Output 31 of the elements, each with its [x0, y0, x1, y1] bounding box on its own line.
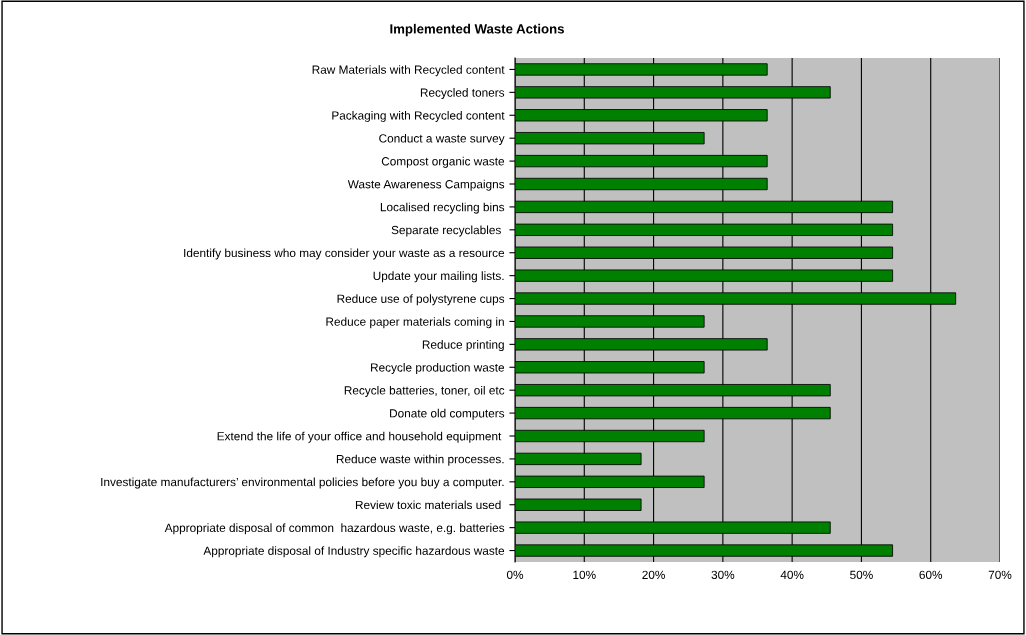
y-tick-label: Packaging with Recycled content: [332, 111, 505, 122]
x-tick-label: 10%: [573, 570, 596, 579]
y-tick-label: Reduce use of polystyrene cups: [337, 294, 505, 306]
y-tick-label: Appropriate disposal of Industry specific hazardous waste: [203, 546, 505, 558]
x-tick-label: 0%: [506, 570, 524, 579]
y-tick-label: Update your mailing lists.: [373, 271, 504, 283]
y-tick-label: Reduce printing: [422, 340, 504, 352]
y-tick-label: Localised recycling bins: [380, 202, 505, 214]
y-tick-label: Reduce waste within processes.: [336, 454, 504, 466]
y-tick-label: Appropriate disposal of common hazardous waste, e.g. batteries: [164, 523, 505, 535]
y-tick-label: Reduce paper materials coming in: [326, 317, 504, 329]
x-tick-label: 30%: [711, 570, 735, 579]
y-tick-label: Recycled toners: [420, 88, 505, 100]
y-tick-label: Extend the life of your office and household equipment: [217, 431, 502, 443]
x-tick-label: 20%: [642, 570, 665, 579]
y-tick-label: Separate recyclables: [391, 225, 501, 237]
y-tick-label: Review toxic materials used: [355, 500, 501, 510]
y-tick-label: Investigate manufacturers’ environmental policies before you buy a computer.: [101, 477, 504, 489]
y-tick-label: Conduct a waste survey: [379, 133, 505, 145]
x-tick-label: 60%: [919, 570, 943, 579]
y-tick-label: Recycle production waste: [371, 363, 505, 374]
x-tick-label: 70%: [988, 570, 1012, 579]
y-tick-label: Recycle batteries, toner, oil etc: [344, 385, 505, 397]
y-tick-label: Raw Materials with Recycled content: [312, 65, 505, 77]
x-tick-label: 50%: [850, 570, 873, 579]
chart-title: Implemented Waste Actions: [390, 23, 564, 37]
y-tick-label: Donate old computers: [390, 408, 505, 420]
y-tick-label: Identify business who may consider your waste as a resource: [184, 248, 505, 260]
y-tick-label: Compost organic waste: [381, 156, 505, 168]
y-tick-label: Waste Awareness Campaigns: [347, 179, 505, 191]
x-tick-label: 40%: [780, 570, 804, 579]
